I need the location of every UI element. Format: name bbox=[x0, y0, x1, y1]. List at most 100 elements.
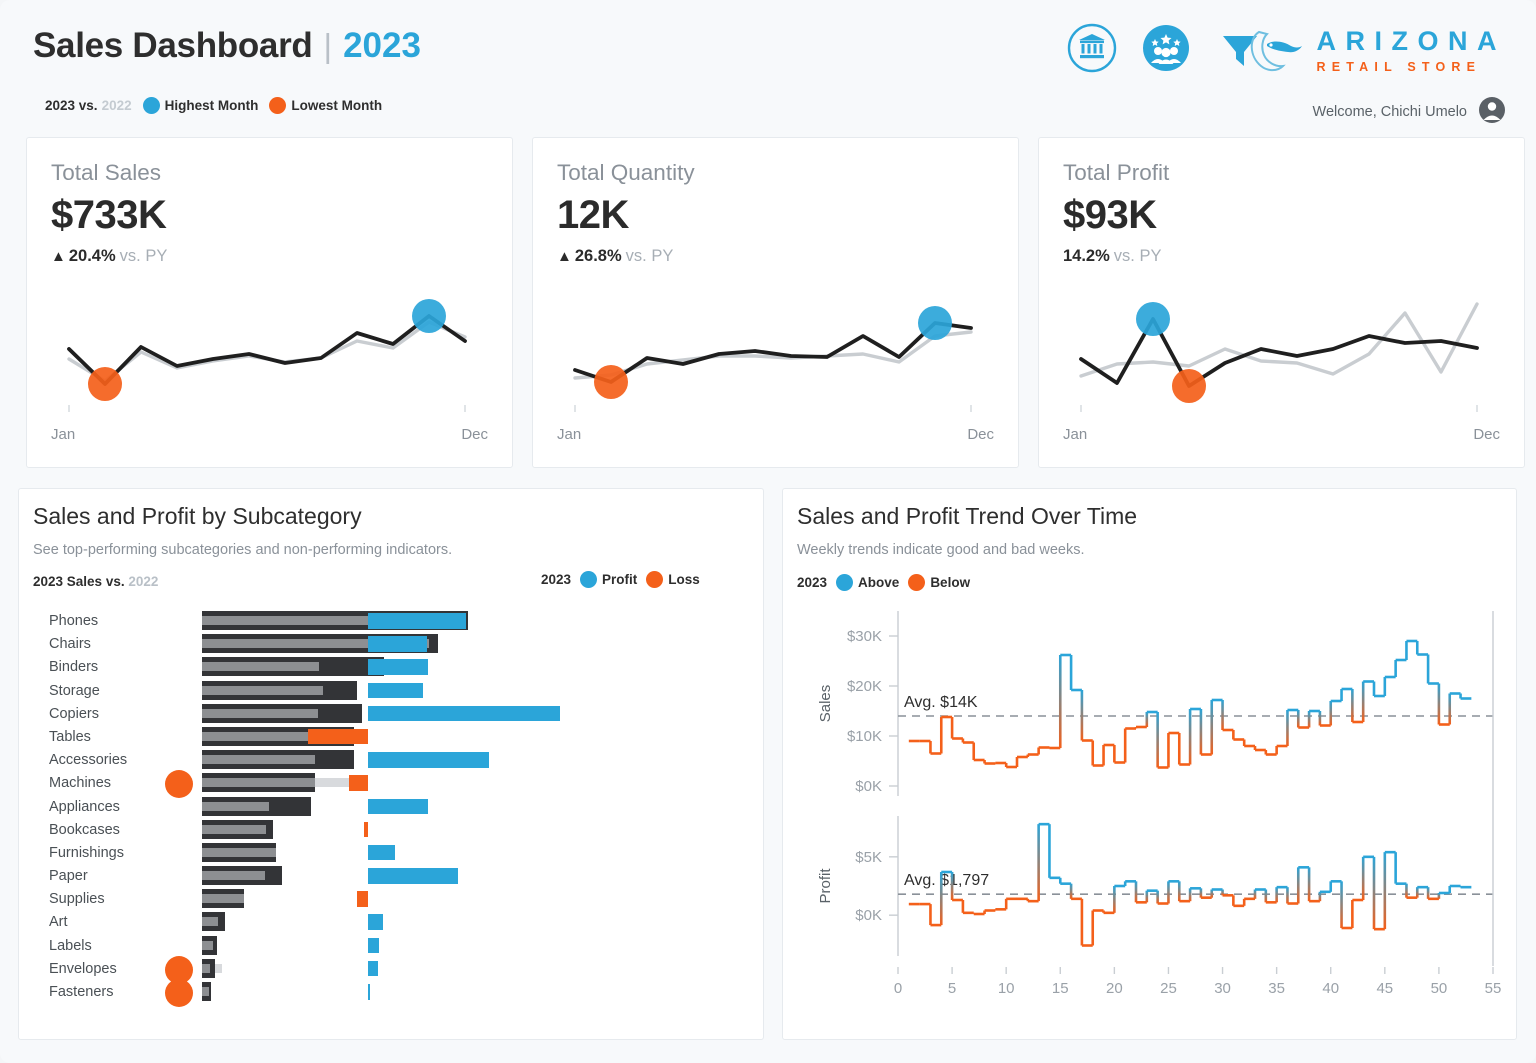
profit-dot-icon bbox=[580, 571, 598, 588]
subcategory-row[interactable]: Bookcases bbox=[19, 819, 765, 843]
kpi-delta: ▲ 26.8% vs. PY bbox=[557, 247, 994, 266]
subcategory-row[interactable]: Envelopes bbox=[19, 955, 765, 984]
legend-below-label: Below bbox=[930, 575, 971, 590]
svg-text:5: 5 bbox=[948, 980, 956, 997]
legend-sales-previous: 2022 bbox=[128, 574, 159, 589]
svg-text:0: 0 bbox=[894, 980, 902, 997]
subcategory-label: Envelopes bbox=[49, 960, 117, 977]
axis-end-label: Dec bbox=[1473, 426, 1500, 443]
sparkline-2023 bbox=[573, 321, 973, 384]
subcategory-label: Accessories bbox=[49, 752, 128, 769]
panel-sales-profit-by-subcategory: Sales and Profit by Subcategory See top-… bbox=[18, 488, 764, 1040]
kpi-title: Total Sales bbox=[51, 160, 162, 185]
sales-bullet-bar bbox=[202, 796, 311, 816]
bar-profit bbox=[368, 659, 428, 675]
kpi-card-total-profit[interactable]: Total Profit $93K 14.2% vs. PY Jan Dec bbox=[1038, 137, 1525, 468]
title-separator: | bbox=[323, 27, 333, 64]
trend-subchart-sales: $0K $10K $20K $30K Avg. $14K Sales bbox=[817, 611, 1493, 796]
panel-sales-profit-trend: Sales and Profit Trend Over Time Weekly … bbox=[782, 488, 1517, 1040]
sparkline-total-sales bbox=[67, 299, 467, 412]
svg-text:50: 50 bbox=[1431, 980, 1448, 997]
subcategory-label: Paper bbox=[49, 868, 88, 885]
delta-value: 20.4% bbox=[68, 247, 116, 265]
bar-profit bbox=[368, 844, 395, 861]
subcategory-row[interactable]: Copiers bbox=[19, 703, 765, 727]
dashboard-header: Sales Dashboard | 2023 2023 vs. 2022 Hig… bbox=[0, 0, 1536, 130]
subcategory-legend-right: 2023 Profit Loss bbox=[541, 571, 700, 588]
subcategory-row[interactable]: Storage bbox=[19, 680, 765, 704]
subcategory-bar-chart: Phones Chairs Binders Storage Copiers Tables A… bbox=[19, 611, 765, 1007]
lowest-month-marker bbox=[1172, 369, 1206, 403]
loss-indicator-icon bbox=[165, 770, 193, 799]
subcategory-row[interactable]: Paper bbox=[19, 866, 765, 889]
kpi-value: 12K bbox=[557, 193, 629, 237]
svg-text:$10K: $10K bbox=[847, 728, 882, 745]
legend-loss-label: Loss bbox=[668, 572, 700, 587]
delta-value: 14.2% bbox=[1063, 247, 1110, 265]
kpi-card-total-quantity[interactable]: Total Quantity 12K ▲ 26.8% vs. PY Jan Dec bbox=[532, 137, 1019, 468]
subcategory-row[interactable]: Binders bbox=[19, 657, 765, 680]
subcategory-row[interactable]: Accessories bbox=[19, 750, 765, 773]
subcategory-legend-left: 2023 Sales vs. 2022 bbox=[33, 574, 158, 589]
bar-sales-2022 bbox=[202, 755, 315, 765]
subcategory-row[interactable]: Furnishings bbox=[19, 842, 765, 866]
bar-sales-2022 bbox=[202, 708, 318, 718]
page-title-main: Sales Dashboard bbox=[33, 26, 313, 65]
welcome-area: Welcome, Chichi Umelo bbox=[1313, 96, 1506, 128]
subcategory-label: Tables bbox=[49, 728, 91, 745]
subcategory-row[interactable]: Chairs bbox=[19, 634, 765, 657]
sparkline-total-profit bbox=[1079, 302, 1479, 412]
bar-sales-2022 bbox=[202, 616, 401, 625]
subcategory-row[interactable]: Machines bbox=[19, 770, 765, 799]
reference-line-label: Avg. $1,797 bbox=[904, 872, 989, 889]
panel-description: See top-performing subcategories and non… bbox=[33, 542, 453, 558]
kpi-value: $93K bbox=[1063, 193, 1157, 237]
legend-highest-label: Highest Month bbox=[164, 98, 259, 113]
axis-end-label: Dec bbox=[461, 426, 488, 443]
sales-bullet-bar bbox=[202, 657, 384, 677]
brand-logo: ARIZONA RETAIL STORE bbox=[1247, 22, 1507, 80]
bank-icon[interactable] bbox=[1066, 22, 1118, 74]
trend-step-chart: $0K $10K $20K $30K Avg. $14K Sales $0K $5K Avg. … bbox=[783, 601, 1518, 1036]
welcome-text: Welcome, Chichi Umelo bbox=[1312, 104, 1467, 120]
bar-sales-2022 bbox=[202, 639, 429, 649]
svg-text:25: 25 bbox=[1160, 980, 1177, 997]
subcategory-label: Phones bbox=[49, 613, 99, 629]
subcategory-row[interactable]: Appliances bbox=[19, 796, 765, 820]
kpi-delta: 14.2% vs. PY bbox=[1063, 247, 1500, 266]
subcategory-row[interactable]: Tables bbox=[19, 726, 765, 750]
kpi-card-total-sales[interactable]: Total Sales $733K ▲ 20.4% vs. PY Jan Dec bbox=[26, 137, 513, 468]
svg-text:45: 45 bbox=[1376, 980, 1393, 997]
bar-sales-2022 bbox=[202, 894, 244, 904]
svg-text:$20K: $20K bbox=[847, 678, 882, 695]
sales-bullet-bar bbox=[202, 889, 244, 909]
bar-loss bbox=[357, 891, 368, 907]
svg-text:10: 10 bbox=[998, 980, 1015, 997]
svg-text:20: 20 bbox=[1106, 980, 1123, 997]
bar-profit bbox=[368, 914, 383, 930]
subcategory-row[interactable]: Fasteners bbox=[19, 979, 765, 1007]
svg-text:$0K: $0K bbox=[855, 778, 882, 795]
legend-trend-year: 2023 bbox=[797, 575, 828, 590]
subcategory-row[interactable]: Art bbox=[19, 912, 765, 935]
axis-label-profit: Profit bbox=[817, 868, 834, 904]
reference-line-label: Avg. $14K bbox=[904, 694, 978, 711]
subcategory-row[interactable]: Supplies bbox=[19, 889, 765, 912]
trend-subchart-profit: $0K $5K Avg. $1,797 Profit bbox=[817, 816, 1493, 956]
bar-profit bbox=[368, 636, 427, 652]
customers-icon[interactable] bbox=[1140, 22, 1192, 74]
bar-profit bbox=[368, 868, 458, 884]
sparkline-2022 bbox=[67, 320, 467, 383]
sales-bullet-bar bbox=[202, 866, 282, 886]
subcategory-row[interactable]: Labels bbox=[19, 935, 765, 959]
axis-start-label: Jan bbox=[1063, 426, 1088, 443]
subcategory-label: Binders bbox=[49, 659, 99, 676]
avatar[interactable] bbox=[1478, 96, 1506, 128]
header-legend: 2023 vs. 2022 Highest Month Lowest Month bbox=[45, 97, 382, 114]
page-title: Sales Dashboard | 2023 bbox=[33, 26, 421, 66]
bar-loss bbox=[349, 775, 368, 791]
panel-title: Sales and Profit Trend Over Time bbox=[797, 503, 1138, 529]
sales-bullet-bar bbox=[202, 842, 276, 862]
filter-icon[interactable] bbox=[1214, 22, 1266, 74]
subcategory-row[interactable]: Phones bbox=[19, 611, 765, 634]
